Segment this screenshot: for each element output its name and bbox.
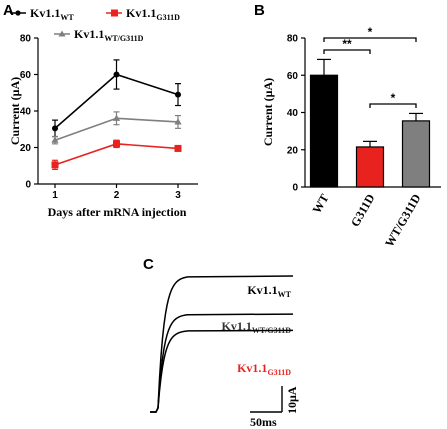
a-point-kv1-1g311d-2 [113,140,120,148]
a-x-axis-label: Days after mRNA injection [48,205,187,219]
a-y-tick-label-80: 80 [20,34,32,45]
b-x-tick-labels: WT G311D WT/G311D [309,191,423,249]
legend-wt-g311d-marker [58,30,66,37]
panel-a: A Kv1.1WT Kv1.1G311D Kv1. [3,2,198,219]
a-point-kv1-1wt-1 [52,125,58,132]
c-trace-label-sub: G311D [267,368,291,377]
b-x-tick-label-g311d: G311D [348,191,378,229]
b-sig-bracket-wt-wt-g311d-label: * [368,25,373,39]
legend-item-g311d: Kv1.1G311D [106,6,180,22]
b-sig-bracket-g311d-wt-g311d-label: * [391,91,396,105]
a-point-kv1-1wt-2 [113,71,120,78]
legend-wt-sub: WT [60,13,74,22]
a-plot-area [51,59,182,170]
c-trace-kv1-1g311d [150,329,294,413]
a-y-tick-label-0: 0 [25,180,31,191]
a-point-kv1-1g311d-1 [51,161,59,169]
a-x-tick-label-2: 2 [114,190,120,201]
panel-c-letter: C [143,256,154,273]
c-trace-label-sub: WT [278,290,292,299]
legend-wt-g311d-sub: WT/G311D [104,34,143,43]
b-y-tick-label-20: 20 [287,145,299,156]
panel-b-letter: B [254,2,265,19]
legend-item-wt-g311d: Kv1.1WT/G311D [54,27,144,43]
a-y-tick-label-20: 20 [20,143,32,154]
legend-g311d-label: Kv1.1G311D [126,6,180,22]
b-bar-wt [309,74,339,188]
b-plot-area [309,58,431,188]
a-y-axis-label: Current (μA) [8,77,22,145]
c-trace-label-base: Kv1.1 [247,283,277,297]
a-series-kv1-1wt [52,59,181,138]
legend-wt-g311d-base: Kv1.1 [74,27,104,41]
b-y-tick-label-80: 80 [287,34,299,45]
c-trace-kv1-1wt [150,275,294,413]
b-y-tick-label-0: 0 [292,183,298,194]
legend-wt-base: Kv1.1 [30,6,60,20]
c-trace-label-kv1-1wt: Kv1.1WT [247,283,291,299]
a-x-ticks: 1 2 3 [52,184,181,201]
legend-g311d-marker [111,9,118,17]
a-y-tick-label-40: 40 [20,107,32,118]
b-sig-bracket-wt-g311d-label: ** [342,37,352,51]
a-point-kv1-1wt-g311d-3 [174,118,182,125]
b-significance: **** [323,25,417,108]
a-point-kv1-1wt-g311d-2 [112,114,121,121]
a-series-kv1-1wt-g311d [51,111,182,145]
legend-wt-marker [15,10,21,16]
b-sig-bracket-g311d-wt-g311d [369,103,417,108]
b-y-ticks: 0 20 40 60 80 [287,34,305,194]
legend-wt-g311d-label: Kv1.1WT/G311D [74,27,144,43]
a-y-tick-label-60: 60 [20,70,32,81]
a-point-kv1-1g311d-3 [174,144,182,152]
b-bar-wt-g311d [401,120,431,188]
c-trace-kv1-1wt-g311d [150,313,294,413]
b-bar-g311d [355,146,385,188]
legend-g311d-sub: G311D [156,13,180,22]
c-trace-label-base: Kv1.1 [222,319,252,333]
b-x-tick-label-wt: WT [309,192,331,216]
c-trace-label-kv1-1g311d: Kv1.1G311D [237,361,291,377]
a-x-tick-label-1: 1 [52,190,58,201]
b-x-tick-label-wt-g311d: WT/G311D [382,191,424,249]
a-y-ticks: 0 20 40 60 80 [20,34,38,191]
b-sig-bracket-wt-wt-g311d [323,37,417,42]
b-y-tick-label-40: 40 [287,108,299,119]
legend-item-wt: Kv1.1WT [10,6,74,22]
b-y-axis-label: Current (μA) [261,78,275,146]
b-sig-bracket-wt-g311d [323,49,371,54]
b-y-tick-label-60: 60 [287,71,299,82]
a-point-kv1-1wt-3 [175,91,181,98]
legend-g311d-base: Kv1.1 [126,6,156,20]
legend: Kv1.1WT Kv1.1G311D Kv1.1WT/G311D [10,6,180,43]
legend-wt-label: Kv1.1WT [30,6,74,22]
scale-bar-current-label: 10μA [285,386,299,414]
panel-a-letter: A [3,2,14,19]
a-series-kv1-1g311d [51,139,182,170]
c-trace-label-kv1-1wt-g311d: Kv1.1WT/G311D [222,319,292,335]
a-point-kv1-1wt-g311d-1 [51,136,59,143]
scale-bar-time-label: 50ms [250,415,277,429]
a-x-tick-label-3: 3 [175,190,181,201]
c-trace-label-base: Kv1.1 [237,361,267,375]
scale-bar: 50ms 10μA [250,386,299,429]
